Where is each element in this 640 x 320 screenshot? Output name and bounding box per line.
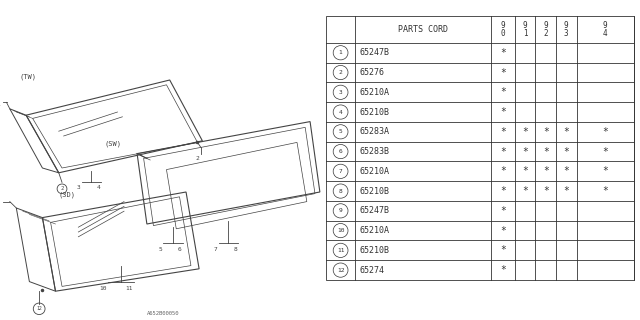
Text: 65283B: 65283B [360, 147, 390, 156]
Text: 2: 2 [60, 186, 63, 191]
Text: *: * [500, 68, 506, 77]
Text: *: * [602, 166, 608, 176]
Text: 5: 5 [158, 247, 162, 252]
Text: 5: 5 [339, 129, 342, 134]
Text: *: * [563, 147, 569, 156]
Text: 11: 11 [125, 285, 133, 291]
Text: *: * [500, 87, 506, 97]
Text: 9: 9 [339, 208, 342, 213]
Text: 65283A: 65283A [360, 127, 390, 136]
Text: 10: 10 [100, 285, 107, 291]
Text: *: * [522, 186, 528, 196]
Text: 65210B: 65210B [360, 246, 390, 255]
Text: 4: 4 [339, 109, 342, 115]
Text: 65210A: 65210A [360, 167, 390, 176]
Text: *: * [500, 48, 506, 58]
Text: 12: 12 [337, 268, 344, 273]
Text: *: * [543, 127, 548, 137]
Text: 7: 7 [339, 169, 342, 174]
Text: 65247B: 65247B [360, 48, 390, 57]
Text: 65210A: 65210A [360, 226, 390, 235]
Text: 9
1: 9 1 [523, 20, 527, 38]
Text: 4: 4 [96, 185, 100, 190]
Text: *: * [522, 147, 528, 156]
Text: *: * [500, 226, 506, 236]
Text: *: * [543, 166, 548, 176]
Text: A652B00050: A652B00050 [147, 311, 179, 316]
Text: 9
4: 9 4 [603, 20, 607, 38]
Text: 7: 7 [214, 247, 218, 252]
Text: 2: 2 [339, 70, 342, 75]
Text: 65210A: 65210A [360, 88, 390, 97]
Text: *: * [500, 107, 506, 117]
Text: 8: 8 [234, 247, 237, 252]
Text: *: * [543, 186, 548, 196]
Text: (3D): (3D) [59, 192, 76, 198]
Text: 9
0: 9 0 [500, 20, 505, 38]
Text: *: * [563, 127, 569, 137]
Text: 9
3: 9 3 [564, 20, 568, 38]
Text: *: * [563, 166, 569, 176]
Text: 6: 6 [339, 149, 342, 154]
Text: 10: 10 [337, 228, 344, 233]
Text: 12: 12 [36, 306, 42, 311]
Text: *: * [500, 186, 506, 196]
Text: PARTS CORD: PARTS CORD [398, 25, 448, 34]
Text: 11: 11 [337, 248, 344, 253]
Text: *: * [500, 127, 506, 137]
Text: *: * [522, 166, 528, 176]
Text: *: * [500, 147, 506, 156]
Text: 2: 2 [196, 156, 199, 161]
Text: 65210B: 65210B [360, 187, 390, 196]
Text: 65210B: 65210B [360, 108, 390, 116]
Text: 3: 3 [339, 90, 342, 95]
Text: 6: 6 [178, 247, 182, 252]
Text: 9
2: 9 2 [543, 20, 548, 38]
Text: 3: 3 [77, 185, 81, 190]
Text: *: * [563, 186, 569, 196]
Text: (TW): (TW) [20, 74, 36, 80]
Text: *: * [500, 166, 506, 176]
Bar [326, 15, 634, 280]
Text: 8: 8 [339, 188, 342, 194]
Text: 65247B: 65247B [360, 206, 390, 215]
Text: *: * [522, 127, 528, 137]
Text: (SW): (SW) [104, 141, 122, 147]
Text: *: * [602, 127, 608, 137]
Text: 1: 1 [339, 50, 342, 55]
Text: *: * [500, 245, 506, 255]
Text: *: * [500, 206, 506, 216]
Text: 65276: 65276 [360, 68, 385, 77]
Text: *: * [602, 186, 608, 196]
Text: *: * [602, 147, 608, 156]
Text: *: * [500, 265, 506, 275]
Text: 65274: 65274 [360, 266, 385, 275]
Text: *: * [543, 147, 548, 156]
